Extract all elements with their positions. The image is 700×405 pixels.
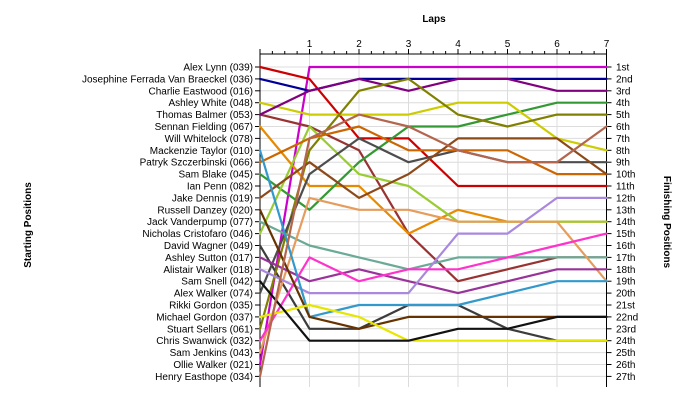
finish-position-label: 18th bbox=[616, 265, 635, 276]
lap-tick-label: 2 bbox=[356, 39, 362, 50]
start-position-label: Ollie Walker (021) bbox=[173, 360, 253, 371]
start-position-label: Will Whitelock (078) bbox=[165, 134, 253, 145]
series-line bbox=[258, 101, 608, 211]
start-position-label: Thomas Balmer (053) bbox=[156, 110, 253, 121]
start-position-label: Jack Vanderpump (077) bbox=[147, 217, 253, 228]
finish-position-label: 3rd bbox=[616, 86, 630, 97]
finish-position-label: 19th bbox=[616, 277, 635, 288]
series-line bbox=[258, 77, 608, 330]
start-position-label: Charlie Eastwood (016) bbox=[149, 86, 254, 97]
series-line bbox=[258, 101, 608, 152]
series-line bbox=[258, 125, 608, 235]
start-position-label: Alex Walker (074) bbox=[174, 289, 253, 300]
finish-position-label: 22nd bbox=[616, 312, 638, 323]
series-line bbox=[258, 149, 608, 318]
series-line bbox=[258, 256, 608, 295]
finish-position-label: 11th bbox=[616, 182, 635, 193]
finish-position-label: 25th bbox=[616, 348, 635, 359]
start-position-label: Sam Snell (042) bbox=[181, 277, 253, 288]
series-line bbox=[258, 137, 608, 199]
start-position-label: Michael Gordon (037) bbox=[156, 312, 253, 323]
finish-position-label: 8th bbox=[616, 146, 630, 157]
chart-title: Laps bbox=[422, 14, 446, 25]
finish-position-label: 16th bbox=[616, 241, 635, 252]
finish-position-label: 2nd bbox=[616, 74, 633, 85]
y-axis-title-left: Starting Positions bbox=[23, 182, 34, 268]
start-position-label: Rikki Gordon (035) bbox=[169, 301, 253, 312]
y-axis-title-right: Finishing Positions bbox=[661, 176, 672, 269]
start-position-label: Henry Easthope (034) bbox=[155, 372, 253, 383]
finish-position-label: 21st bbox=[616, 301, 635, 312]
finish-position-label: 7th bbox=[616, 134, 630, 145]
series-line bbox=[258, 113, 608, 378]
axes bbox=[255, 49, 612, 387]
start-position-label: Alex Lynn (039) bbox=[183, 63, 253, 74]
start-position-label: Ashley Sutton (017) bbox=[165, 253, 253, 264]
lap-tick-label: 4 bbox=[455, 39, 461, 50]
start-position-label: Josephine Ferrada Van Braeckel (036) bbox=[82, 74, 253, 85]
series-line bbox=[258, 125, 608, 235]
start-position-label: Sam Blake (045) bbox=[179, 170, 253, 181]
finish-position-label: 13th bbox=[616, 205, 635, 216]
series-line bbox=[258, 125, 608, 176]
finish-position-label: 24th bbox=[616, 336, 635, 347]
finish-position-label: 9th bbox=[616, 158, 630, 169]
start-position-label: Nicholas Cristofaro (046) bbox=[142, 229, 253, 240]
finish-position-label: 14th bbox=[616, 217, 635, 228]
series-line bbox=[258, 113, 608, 283]
finish-position-label: 5th bbox=[616, 110, 630, 121]
start-position-label: Russell Danzey (020) bbox=[157, 205, 253, 216]
finish-position-label: 10th bbox=[616, 170, 635, 181]
lap-tick-label: 7 bbox=[604, 39, 610, 50]
finish-position-label: 15th bbox=[616, 229, 635, 240]
start-position-label: Ian Penn (082) bbox=[187, 182, 253, 193]
start-position-label: Sennan Fielding (067) bbox=[155, 122, 253, 133]
start-position-label: Ashley White (048) bbox=[169, 98, 253, 109]
start-position-label: Patryk Szczerbinski (066) bbox=[140, 158, 253, 169]
finish-position-label: 12th bbox=[616, 193, 635, 204]
finish-position-label: 20th bbox=[616, 289, 635, 300]
series-lines bbox=[258, 65, 608, 378]
finish-position-label: 27th bbox=[616, 372, 635, 383]
series-line bbox=[258, 196, 608, 295]
series-line bbox=[258, 208, 608, 330]
finish-position-label: 17th bbox=[616, 253, 635, 264]
start-position-label: Chris Swanwick (032) bbox=[156, 336, 253, 347]
start-position-label: Jake Dennis (019) bbox=[172, 193, 253, 204]
finish-position-label: 6th bbox=[616, 122, 630, 133]
finish-position-label: 23rd bbox=[616, 324, 636, 335]
finish-position-label: 4th bbox=[616, 98, 630, 109]
lap-tick-label: 5 bbox=[505, 39, 511, 50]
start-position-label: Mackenzie Taylor (010) bbox=[150, 146, 253, 157]
start-position-label: Stuart Sellars (061) bbox=[167, 324, 253, 335]
series-line bbox=[258, 65, 608, 366]
start-position-label: Sam Jenkins (043) bbox=[170, 348, 253, 359]
start-position-label: Alistair Walker (018) bbox=[163, 265, 253, 276]
series-line bbox=[258, 232, 608, 342]
series-line bbox=[258, 303, 608, 342]
finish-position-label: 1st bbox=[616, 63, 630, 74]
series-line bbox=[258, 196, 608, 354]
series-line bbox=[258, 77, 608, 116]
labels: 1 2 3 4 5 6 7 Alex Lynn (039)Josephine Ferrada … bbox=[82, 39, 638, 383]
finish-position-label: 26th bbox=[616, 360, 635, 371]
start-position-label: David Wagner (049) bbox=[164, 241, 253, 252]
lap-tick-label: 6 bbox=[554, 39, 560, 50]
lap-tick-label: 3 bbox=[406, 39, 412, 50]
series-line bbox=[258, 280, 608, 342]
lap-tick-label: 1 bbox=[307, 39, 313, 50]
